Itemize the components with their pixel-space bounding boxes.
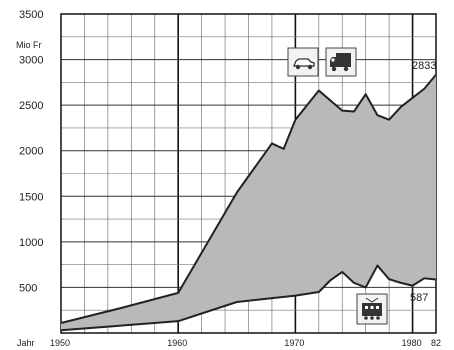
truck-icon bbox=[325, 47, 357, 77]
x-tick-label: 1970 bbox=[284, 338, 304, 348]
unit-label: Mio Fr bbox=[16, 40, 42, 50]
y-tick-label: 1000 bbox=[19, 237, 43, 249]
series-line-road bbox=[60, 74, 437, 324]
area-between-series bbox=[61, 74, 436, 331]
x-tick-label: 1960 bbox=[167, 338, 187, 348]
series-end-label-rail: 587 bbox=[410, 292, 428, 304]
area-layer bbox=[61, 74, 436, 331]
train-icon bbox=[356, 293, 388, 325]
series-end-label-road: 2833 bbox=[412, 60, 436, 72]
y-tick-label: 3500 bbox=[19, 9, 43, 21]
y-tick-label: 500 bbox=[19, 282, 37, 294]
y-tick-label: 1500 bbox=[19, 191, 43, 203]
series-line-rail bbox=[60, 264, 437, 332]
x-tick-label: 1980 bbox=[402, 338, 422, 348]
x-tick-label: 1950 bbox=[50, 338, 70, 348]
car-icon bbox=[287, 47, 319, 77]
y-tick-label: 3000 bbox=[19, 55, 43, 67]
y-tick-label: 2000 bbox=[19, 146, 43, 158]
line-layer bbox=[60, 74, 437, 332]
y-tick-label: 2500 bbox=[19, 100, 43, 112]
x-axis-label: Jahr bbox=[17, 338, 35, 348]
x-tick-label: 82 bbox=[431, 338, 441, 348]
tick-labels: 500 1000 1500 2000 2500 3000 3500 1950 1960 1970 1… bbox=[19, 9, 441, 348]
